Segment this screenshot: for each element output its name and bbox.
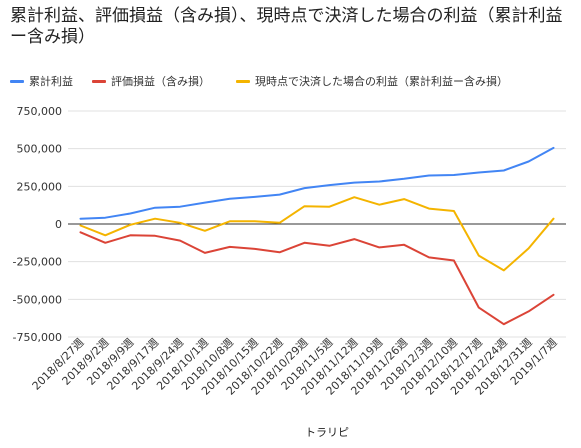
legend-swatch-cumulative-profit [10, 80, 24, 83]
y-tick-label: 750,000 [17, 105, 63, 118]
y-tick-label: 0 [55, 218, 62, 231]
y-tick-label: -500,000 [13, 293, 62, 306]
legend-swatch-unrealized-loss [92, 80, 106, 83]
series-line-2 [79, 196, 555, 272]
legend-label-cumulative-profit: 累計利益 [29, 75, 73, 88]
legend-label-settled-profit: 現時点で決済した場合の利益（累計利益ー含み損） [255, 75, 508, 88]
legend-swatch-settled-profit [236, 80, 250, 83]
legend-label-unrealized-loss: 評価損益（含み損） [111, 75, 210, 88]
series-line-0 [79, 146, 555, 220]
y-tick-label: 500,000 [17, 143, 63, 156]
y-tick-label: -750,000 [13, 331, 62, 344]
chart-title: 累計利益、評価損益（含み損）、現時点で決済した場合の利益（累計利益ー含み損） [10, 6, 563, 47]
y-tick-label: -250,000 [13, 256, 62, 269]
y-tick-label: 250,000 [17, 180, 63, 193]
series-line-1 [79, 231, 555, 326]
x-axis-title: トラリピ [305, 426, 349, 439]
